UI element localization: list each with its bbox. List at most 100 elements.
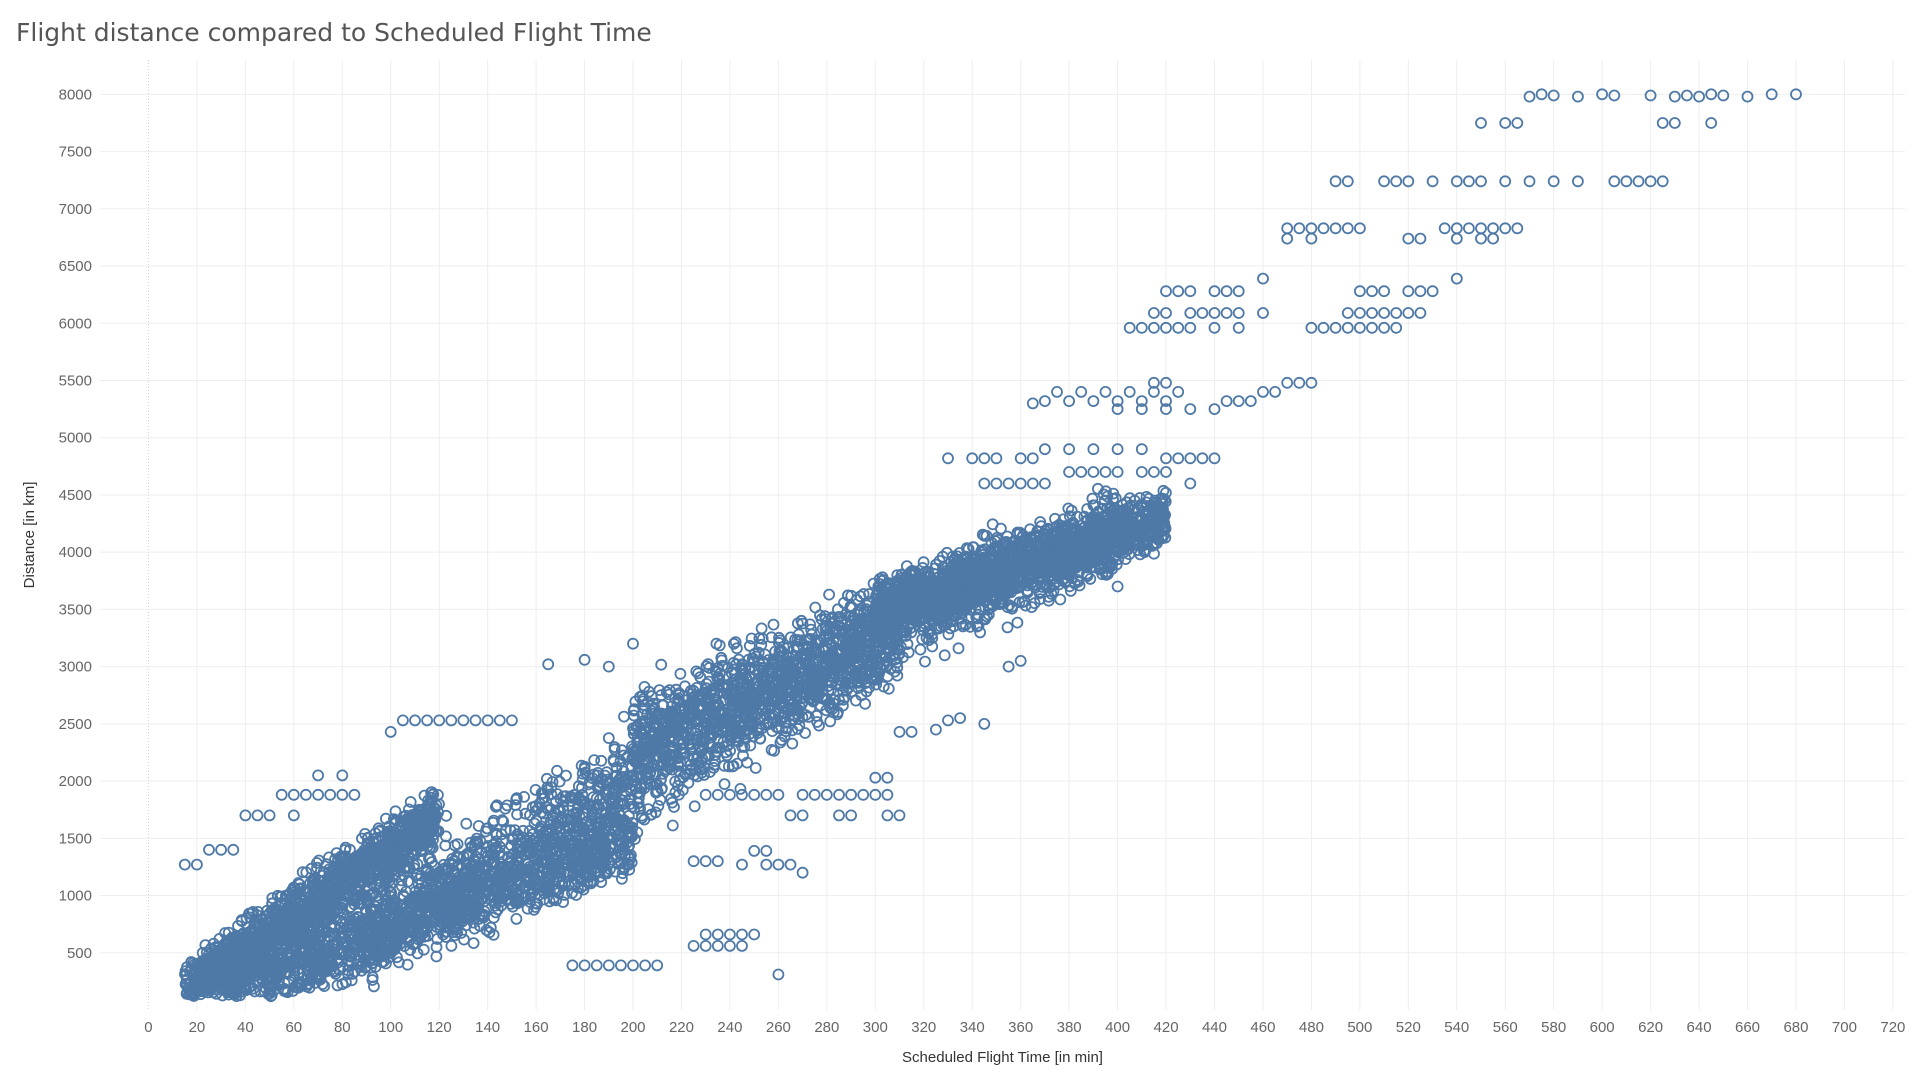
data-point [603, 857, 615, 870]
data-point [341, 921, 354, 934]
data-point [655, 658, 668, 671]
data-point [300, 866, 313, 879]
data-point [579, 843, 591, 855]
data-point [838, 691, 851, 704]
data-point [512, 856, 525, 869]
data-point [355, 832, 368, 845]
data-point [296, 866, 309, 878]
data-point [574, 793, 587, 806]
data-point [510, 792, 523, 804]
data-point [235, 980, 248, 993]
data-point [570, 889, 583, 901]
data-point [246, 942, 259, 954]
data-point [289, 980, 302, 993]
data-point [397, 848, 410, 861]
data-point [225, 941, 238, 954]
data-point [311, 933, 324, 946]
data-point [272, 979, 285, 992]
data-point [551, 788, 564, 800]
data-point [569, 850, 582, 863]
data-point [230, 990, 243, 1002]
data-point [602, 732, 615, 744]
data-point [333, 929, 346, 941]
data-point [317, 884, 330, 897]
data-point [495, 851, 508, 864]
data-point [528, 903, 540, 916]
data-point [220, 977, 233, 990]
data-point [674, 667, 687, 680]
data-point [707, 761, 720, 774]
data-point [521, 902, 534, 915]
data-point [495, 899, 508, 912]
data-point [333, 963, 346, 976]
data-point [755, 622, 768, 635]
data-point [328, 911, 341, 924]
data-point [517, 891, 530, 904]
data-point [618, 749, 630, 762]
data-point [271, 950, 283, 963]
data-point [365, 914, 378, 926]
data-point [488, 891, 501, 904]
data-point [252, 955, 265, 967]
data-point [283, 931, 296, 944]
data-point [257, 966, 270, 979]
data-point [345, 880, 358, 893]
data-point [553, 876, 566, 889]
data-point [343, 843, 356, 856]
data-point [325, 887, 338, 900]
data-point [198, 970, 211, 983]
data-point [213, 940, 225, 953]
data-point [302, 977, 315, 990]
data-point [411, 835, 424, 848]
data-point [188, 966, 201, 979]
data-point [223, 956, 236, 969]
data-point [266, 897, 279, 910]
data-point [551, 764, 563, 777]
data-point [395, 880, 408, 892]
data-point [318, 933, 331, 946]
data-point [512, 861, 524, 873]
data-point [321, 908, 334, 921]
data-point [540, 867, 553, 880]
data-point [235, 915, 248, 927]
data-point [553, 775, 566, 788]
data-point [505, 881, 517, 894]
data-point [401, 932, 414, 944]
data-point [1001, 621, 1014, 634]
data-point [550, 894, 562, 907]
data-point [246, 963, 259, 975]
data-point [301, 909, 314, 921]
data-point [322, 926, 335, 938]
data-point [366, 857, 379, 870]
data-point [421, 810, 433, 823]
data-point [257, 936, 270, 949]
data-point [316, 896, 329, 909]
data-point [339, 877, 352, 890]
data-point [749, 762, 762, 774]
data-point [417, 943, 430, 956]
data-point [303, 981, 316, 994]
data-point [460, 817, 473, 830]
data-point [523, 825, 536, 837]
data-point [437, 928, 450, 941]
data-point [234, 956, 247, 968]
data-point [267, 944, 280, 956]
data-point [591, 837, 603, 850]
data-point [385, 854, 398, 867]
data-point [260, 964, 273, 977]
data-point [375, 831, 388, 843]
data-point [503, 893, 516, 906]
data-point [425, 796, 438, 808]
data-point [355, 964, 368, 977]
data-point [293, 878, 306, 891]
data-point [477, 908, 490, 921]
data-point [320, 954, 333, 967]
data-point [583, 871, 596, 883]
data-point [505, 839, 518, 852]
data-point [489, 800, 502, 813]
data-point [428, 802, 441, 815]
data-point [483, 926, 496, 939]
data-point [265, 919, 278, 932]
data-point [389, 941, 402, 954]
data-point [389, 869, 402, 882]
